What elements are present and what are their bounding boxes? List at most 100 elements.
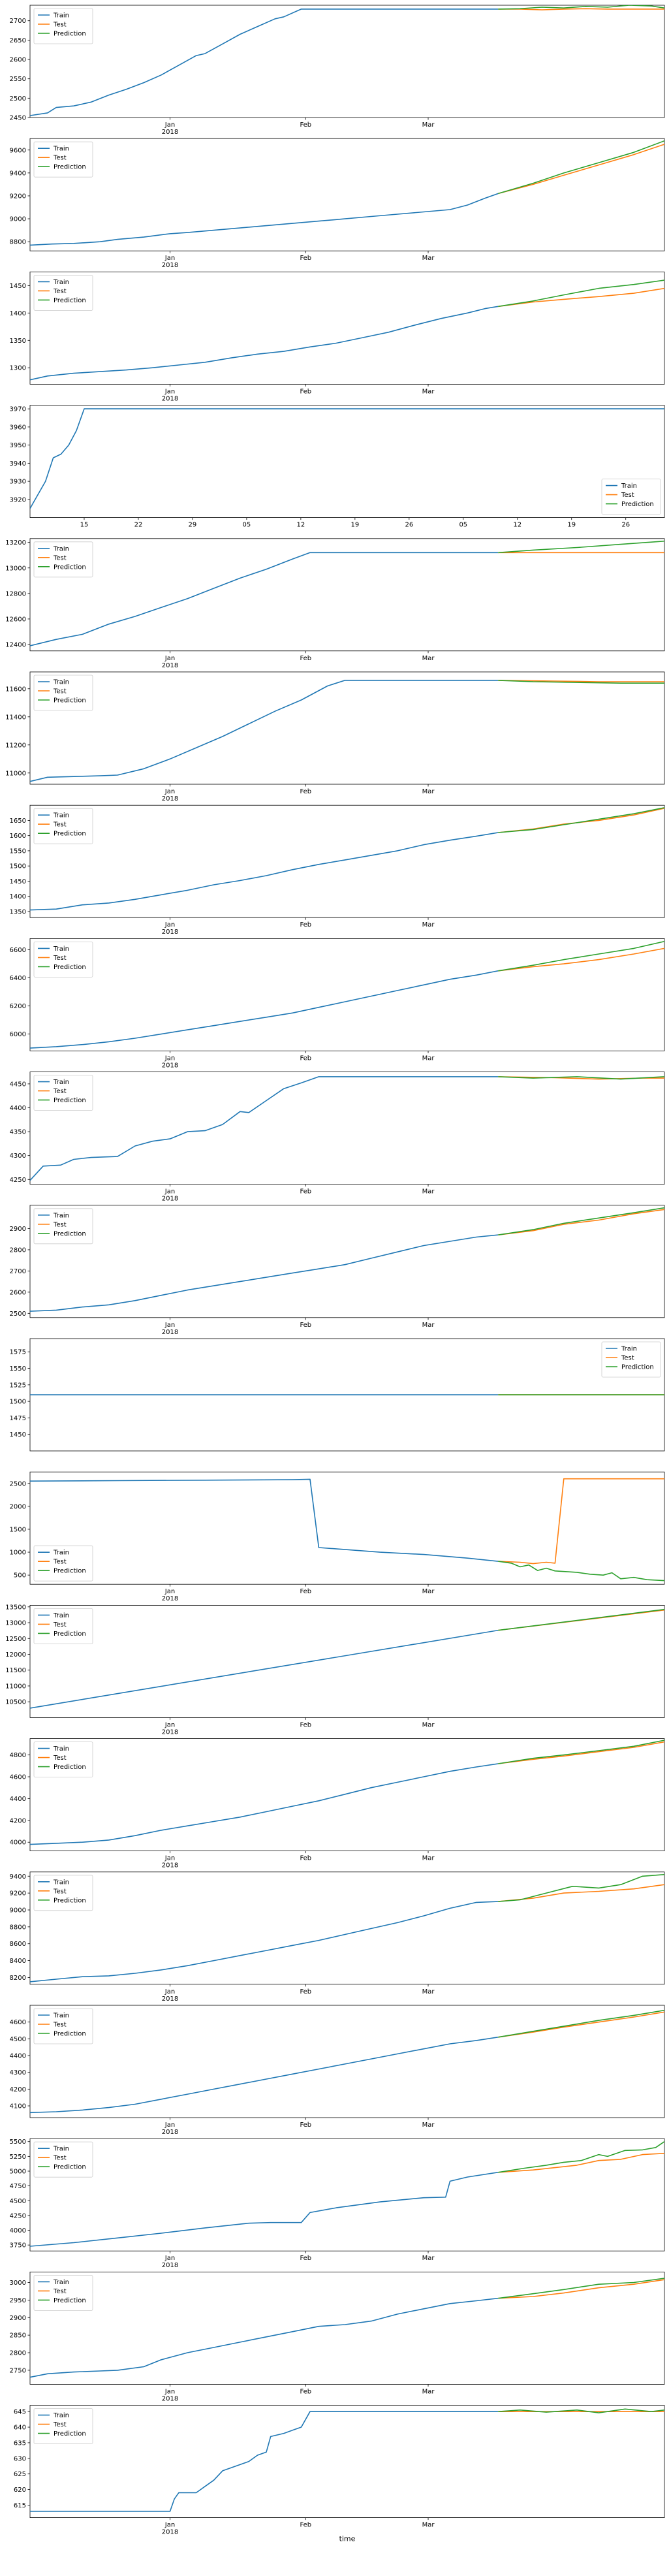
y-tick-label: 2650 bbox=[10, 37, 26, 44]
x-tick-label: 26 bbox=[405, 522, 413, 529]
y-tick-label: 4800 bbox=[10, 1752, 26, 1759]
y-tick-label: 13500 bbox=[5, 1604, 26, 1611]
y-tick-label: 1650 bbox=[10, 818, 26, 825]
y-tick-label: 5500 bbox=[10, 2139, 26, 2146]
legend-box bbox=[33, 2008, 93, 2044]
series-line-prediction bbox=[498, 1076, 664, 1080]
chart-panel-4: 3920 3930 3940 3950 3960 3970 15 22 29 05 12 19 26 05… bbox=[10, 405, 665, 529]
series-line-train bbox=[30, 2172, 499, 2247]
x-tick-label: 05 bbox=[459, 522, 467, 529]
y-tick-label: 3750 bbox=[10, 2242, 26, 2250]
legend-label-test: Test bbox=[621, 492, 634, 499]
legend-label-prediction: Prediction bbox=[54, 964, 86, 971]
x-tick-label: 26 bbox=[621, 522, 630, 529]
series-line-test bbox=[498, 947, 664, 972]
x-tick-label: 2018 bbox=[162, 1062, 178, 1069]
y-tick-label: 1450 bbox=[10, 283, 26, 290]
series-line-test bbox=[498, 2279, 664, 2299]
legend-label-test: Test bbox=[53, 288, 67, 295]
plot-area bbox=[29, 2138, 665, 2251]
x-tick-label: Feb bbox=[300, 2388, 311, 2395]
legend-label-test: Test bbox=[621, 1355, 634, 1362]
legend-label-prediction: Prediction bbox=[54, 831, 86, 838]
y-tick-label: 12600 bbox=[5, 616, 26, 623]
x-tick-label: 2018 bbox=[162, 1196, 178, 1203]
legend-box bbox=[33, 675, 93, 711]
x-tick-label: Feb bbox=[300, 788, 311, 795]
legend-box bbox=[33, 141, 93, 178]
y-tick-label: 4600 bbox=[10, 1774, 26, 1781]
y-tick-label: 12800 bbox=[5, 590, 26, 597]
y-tick-label: 9200 bbox=[10, 193, 26, 200]
y-tick-label: 3960 bbox=[10, 424, 26, 431]
plot-area bbox=[29, 271, 665, 385]
y-tick-label: 1450 bbox=[10, 1431, 26, 1439]
legend: Train Test Prediction bbox=[33, 1875, 93, 1911]
legend-label-prediction: Prediction bbox=[621, 501, 654, 508]
legend: Train Test Prediction bbox=[33, 274, 93, 311]
legend-label-prediction: Prediction bbox=[54, 297, 86, 304]
series-line-test bbox=[498, 1741, 664, 1764]
y-tick-label: 3920 bbox=[10, 496, 26, 503]
x-tick-label: Feb bbox=[300, 1322, 311, 1329]
legend: Train Test Prediction bbox=[33, 8, 93, 44]
legend-label-train: Train bbox=[53, 679, 69, 686]
x-tick-label: Jan bbox=[164, 1588, 175, 1595]
y-tick-label: 1475 bbox=[10, 1415, 26, 1422]
y-tick-label: 1550 bbox=[10, 1365, 26, 1373]
series-line-train bbox=[30, 2037, 499, 2114]
legend-box bbox=[33, 274, 93, 311]
y-tick-label: 2500 bbox=[10, 1311, 26, 1318]
y-tick-label: 2700 bbox=[10, 1268, 26, 1275]
x-tick-label: Jan bbox=[164, 1188, 175, 1196]
legend-box bbox=[601, 479, 661, 515]
y-tick-label: 10500 bbox=[5, 1699, 26, 1706]
legend-label-train: Train bbox=[53, 1550, 69, 1557]
x-tick-label: Feb bbox=[300, 1588, 311, 1595]
y-tick-label: 2000 bbox=[10, 1503, 26, 1510]
series-line-prediction bbox=[498, 2278, 664, 2299]
y-tick-label: 4500 bbox=[10, 2198, 26, 2205]
y-tick-label: 9000 bbox=[10, 216, 26, 223]
y-tick-label: 625 bbox=[14, 2471, 26, 2478]
legend: Train Test Prediction bbox=[33, 1208, 93, 1245]
plot-area bbox=[29, 1471, 665, 1585]
x-tick-label: Jan bbox=[164, 655, 175, 662]
x-tick-label: Jan bbox=[164, 1988, 175, 1996]
legend: Train Test Prediction bbox=[33, 2008, 93, 2044]
y-tick-label: 11400 bbox=[5, 714, 26, 721]
x-tick-label: Jan bbox=[164, 2255, 175, 2262]
x-tick-label: Mar bbox=[422, 1055, 435, 1062]
legend-label-train: Train bbox=[53, 1079, 69, 1086]
legend-label-test: Test bbox=[53, 2022, 67, 2029]
series-line-test bbox=[498, 1884, 664, 1902]
series-line-train bbox=[30, 306, 499, 381]
legend-label-prediction: Prediction bbox=[54, 1230, 86, 1237]
legend-box bbox=[33, 1608, 93, 1644]
x-tick-label: Mar bbox=[422, 2522, 435, 2529]
x-tick-label: Mar bbox=[422, 121, 435, 129]
legend: Train Test Prediction bbox=[33, 2408, 93, 2445]
x-tick-label: Mar bbox=[422, 1588, 435, 1595]
legend-label-test: Test bbox=[53, 2421, 67, 2428]
legend: Train Test Prediction bbox=[33, 2141, 93, 2178]
legend-label-train: Train bbox=[53, 1212, 69, 1219]
plot-area bbox=[29, 1072, 665, 1185]
legend-label-train: Train bbox=[53, 1879, 69, 1886]
x-tick-label: Jan bbox=[164, 788, 175, 795]
y-tick-label: 1500 bbox=[10, 1399, 26, 1406]
x-tick-label: Jan bbox=[164, 388, 175, 395]
x-tick-label: 19 bbox=[567, 522, 576, 529]
legend-label-test: Test bbox=[53, 2155, 67, 2162]
y-tick-label: 3000 bbox=[10, 2280, 26, 2287]
x-tick-label: 19 bbox=[350, 522, 359, 529]
legend-box bbox=[33, 2141, 93, 2178]
x-tick-label: 22 bbox=[134, 522, 143, 529]
legend-box bbox=[601, 1341, 661, 1378]
series-line-train bbox=[30, 832, 499, 911]
